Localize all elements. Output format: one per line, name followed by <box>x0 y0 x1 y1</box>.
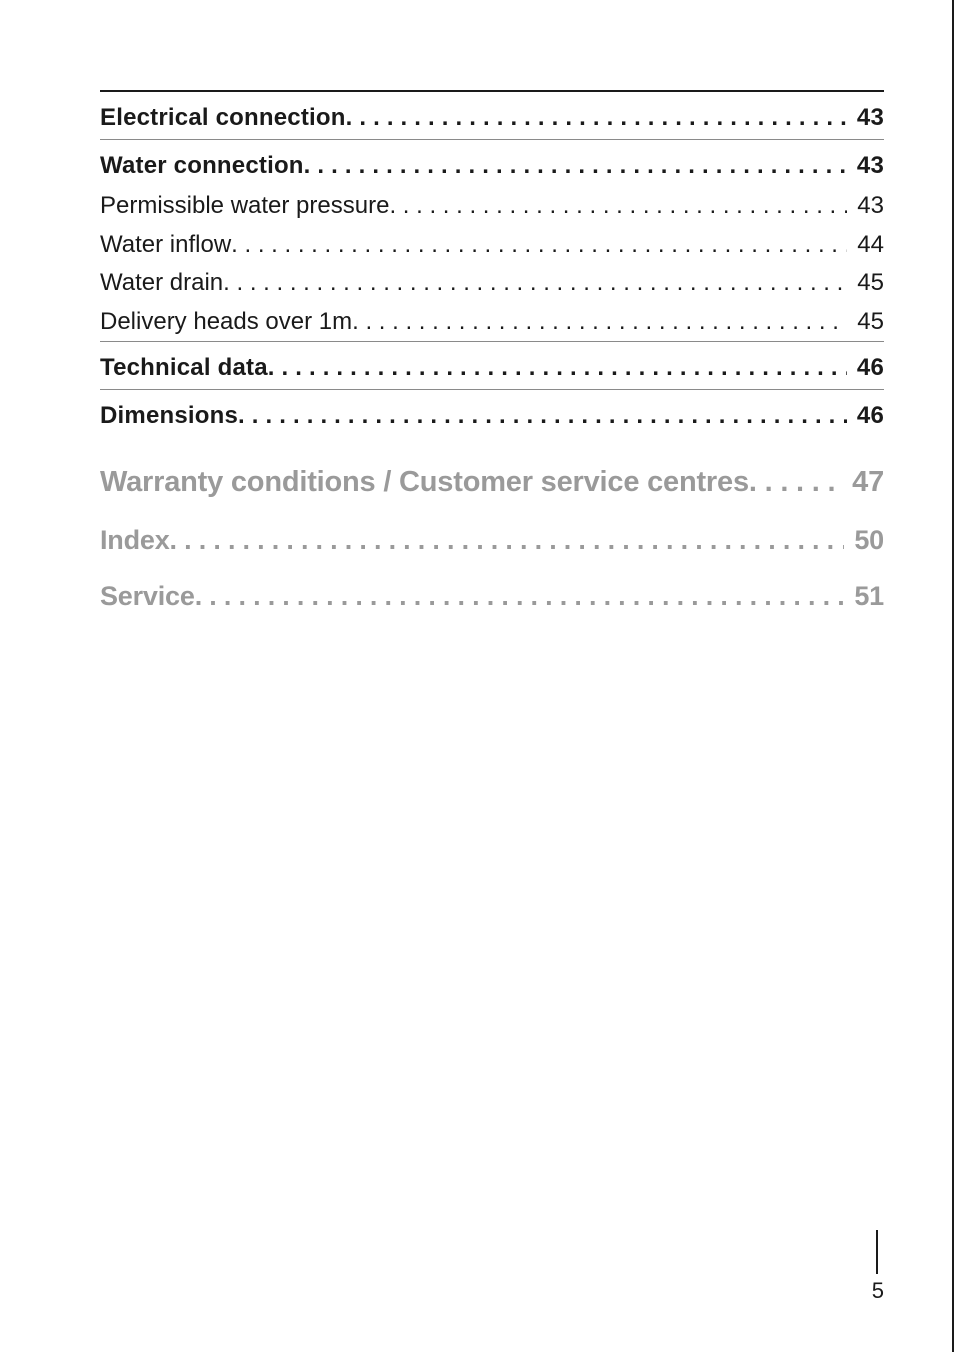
toc-entry-water-inflow: Water inflow . . . . . . . . . . . . . .… <box>100 226 884 264</box>
dot-leader: . . . . . . . . . . . . . . . . . . . . … <box>231 226 847 264</box>
dot-leader: . . . . . . . . . . . . . . . . . . . . … <box>346 96 847 139</box>
top-rule <box>100 90 884 92</box>
toc-entry-warranty: Warranty conditions / Customer service c… <box>100 455 884 510</box>
toc-entry-water-connection: Water connection . . . . . . . . . . . .… <box>100 144 884 187</box>
toc-page-number: 47 <box>842 455 884 510</box>
dot-leader: . . . . . . . . . . . . . . . . . . . . … <box>749 455 842 510</box>
toc-page-number: 43 <box>847 187 884 225</box>
dot-leader: . . . . . . . . . . . . . . . . . . . . … <box>195 572 845 622</box>
dot-leader: . . . . . . . . . . . . . . . . . . . . … <box>389 187 847 225</box>
spacer <box>100 437 884 455</box>
toc-entry-delivery-heads: Delivery heads over 1m . . . . . . . . .… <box>100 303 884 341</box>
toc-label: Electrical connection <box>100 96 346 139</box>
toc-page-number: 46 <box>847 394 884 437</box>
toc-label: Dimensions <box>100 394 238 437</box>
toc-page-number: 50 <box>844 516 884 566</box>
toc-entry-index: Index . . . . . . . . . . . . . . . . . … <box>100 516 884 566</box>
toc-page-number: 44 <box>847 226 884 264</box>
toc-entry-electrical-connection: Electrical connection . . . . . . . . . … <box>100 96 884 139</box>
toc-page-number: 45 <box>847 264 884 302</box>
dot-leader: . . . . . . . . . . . . . . . . . . . . … <box>238 394 847 437</box>
toc-entry-service: Service . . . . . . . . . . . . . . . . … <box>100 572 884 622</box>
toc-entry-technical-data: Technical data . . . . . . . . . . . . .… <box>100 346 884 389</box>
toc-label: Technical data <box>100 346 268 389</box>
toc-entry-permissible-water-pressure: Permissible water pressure . . . . . . .… <box>100 187 884 225</box>
toc-label: Water connection <box>100 144 304 187</box>
dot-leader: . . . . . . . . . . . . . . . . . . . . … <box>268 346 847 389</box>
divider <box>100 389 884 390</box>
toc-page-number: 46 <box>847 346 884 389</box>
toc-page: Electrical connection . . . . . . . . . … <box>0 0 954 622</box>
toc-page-number: 45 <box>847 303 884 341</box>
page-accent-bar <box>876 1230 878 1274</box>
toc-label: Delivery heads over 1m <box>100 303 352 341</box>
dot-leader: . . . . . . . . . . . . . . . . . . . . … <box>352 303 847 341</box>
toc-label: Index <box>100 516 170 566</box>
dot-leader: . . . . . . . . . . . . . . . . . . . . … <box>223 264 847 302</box>
dot-leader: . . . . . . . . . . . . . . . . . . . . … <box>170 516 845 566</box>
toc-page-number: 51 <box>844 572 884 622</box>
divider <box>100 139 884 140</box>
toc-label: Service <box>100 572 195 622</box>
toc-label: Water drain <box>100 264 223 302</box>
toc-label: Permissible water pressure <box>100 187 389 225</box>
toc-label: Warranty conditions / Customer service c… <box>100 455 749 510</box>
toc-entry-water-drain: Water drain . . . . . . . . . . . . . . … <box>100 264 884 302</box>
toc-page-number: 43 <box>847 144 884 187</box>
page-number: 5 <box>872 1278 884 1304</box>
toc-page-number: 43 <box>847 96 884 139</box>
divider <box>100 341 884 342</box>
dot-leader: . . . . . . . . . . . . . . . . . . . . … <box>304 144 847 187</box>
toc-label: Water inflow <box>100 226 231 264</box>
toc-entry-dimensions: Dimensions . . . . . . . . . . . . . . .… <box>100 394 884 437</box>
